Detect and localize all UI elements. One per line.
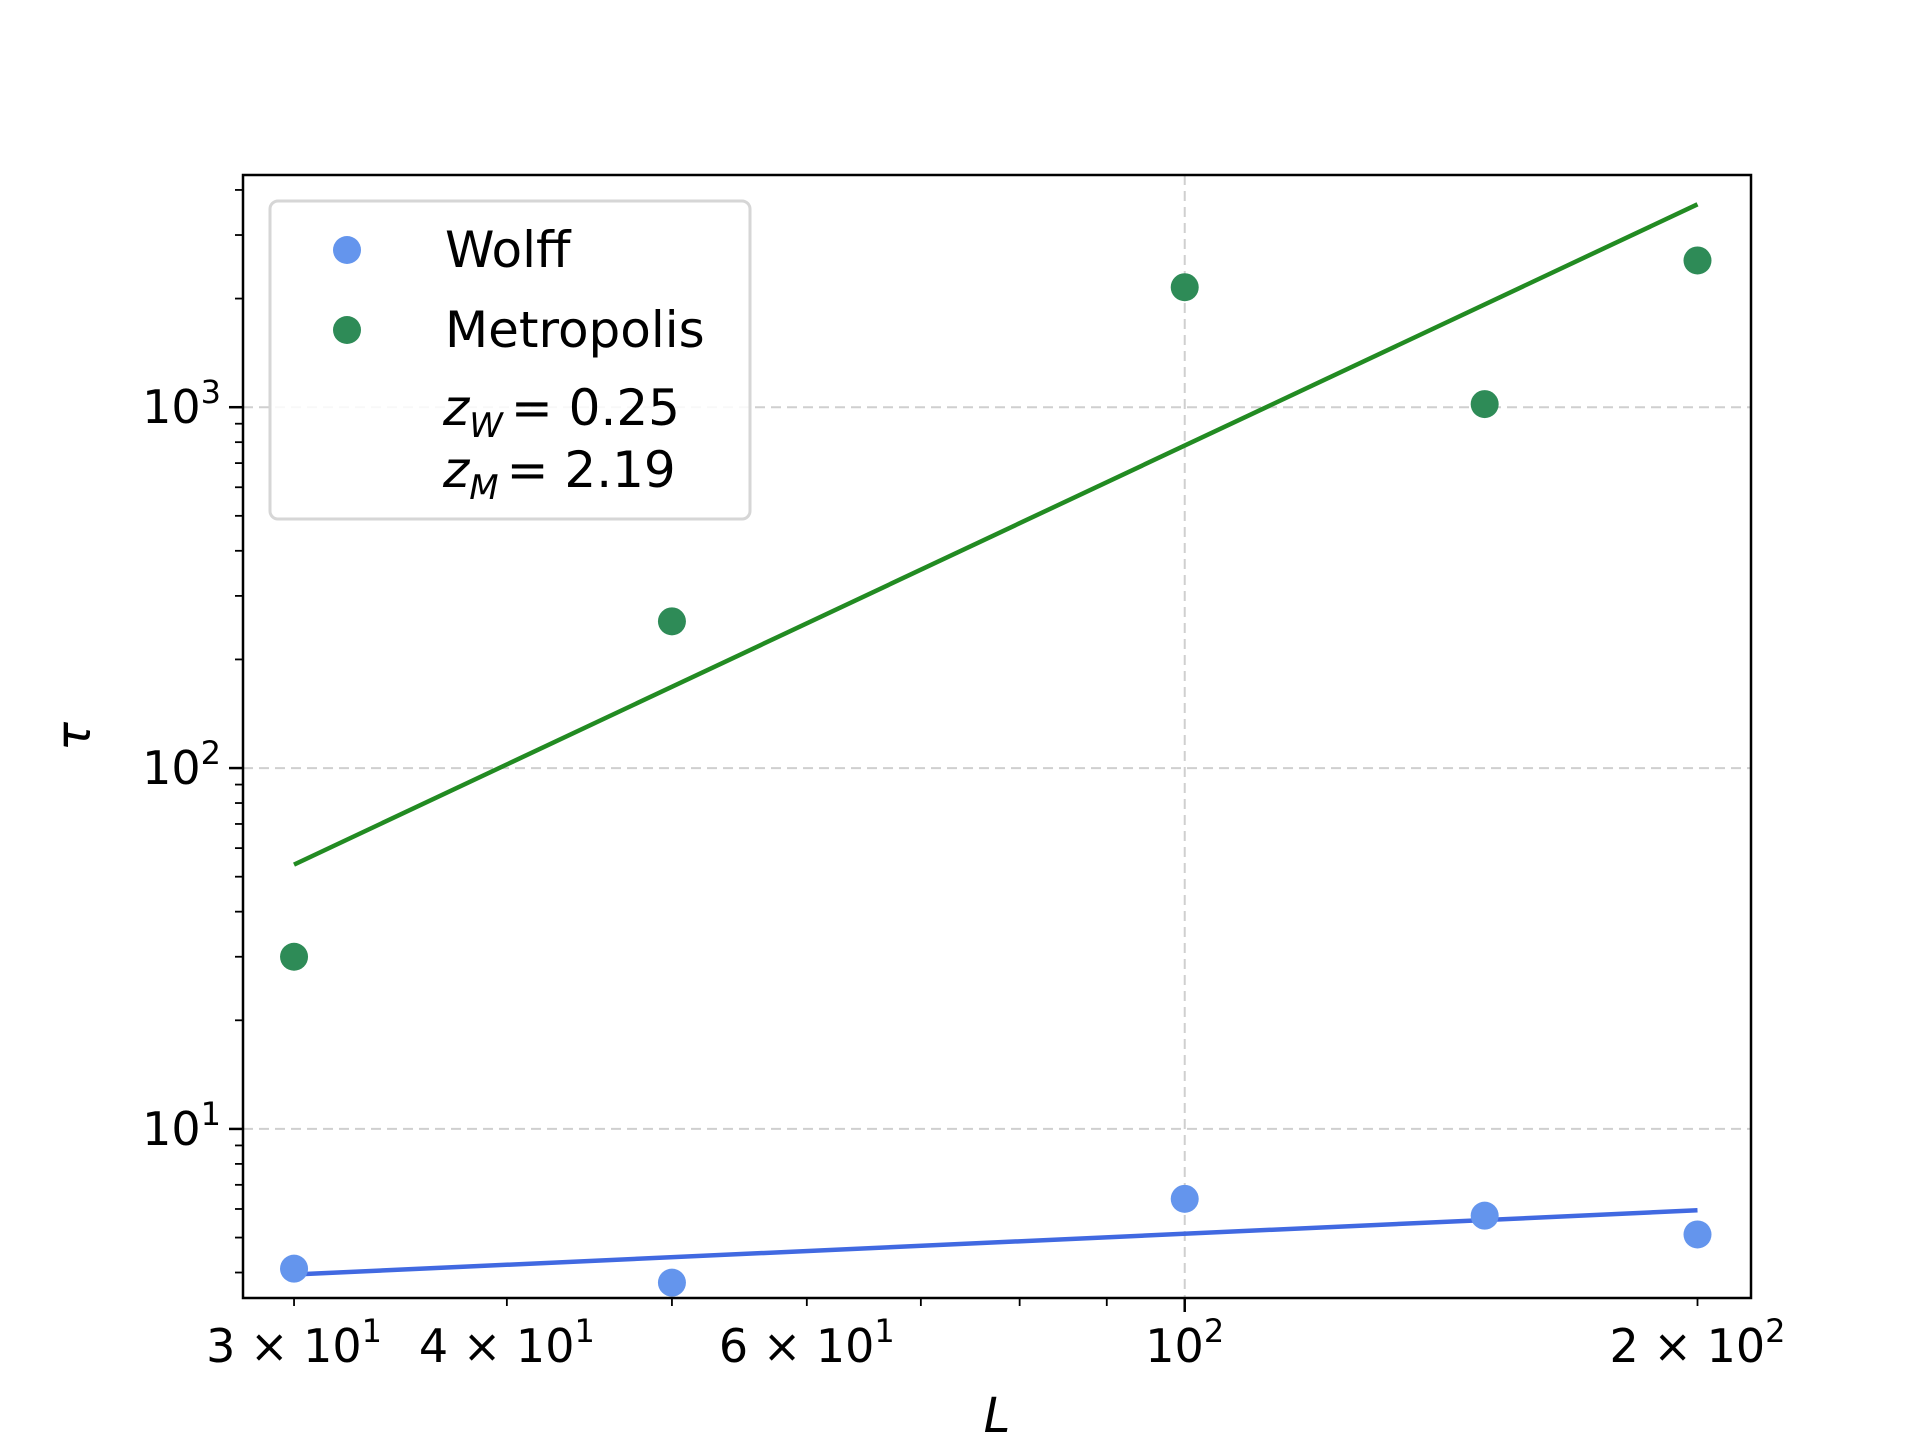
x-tick-label: 3 × 101 (206, 1312, 382, 1373)
wolff-point (280, 1254, 309, 1283)
legend-annotation: zM = 2.19 (442, 441, 676, 508)
legend-marker (333, 316, 361, 344)
y-tick-label: 101 (142, 1095, 221, 1156)
annotation-subscript: M (469, 468, 498, 508)
y-tick-label-mantissa: 10 (142, 1102, 201, 1156)
x-tick-label-exponent: 2 (1204, 1312, 1224, 1350)
x-tick-label-mantissa: 2 × 10 (1610, 1319, 1766, 1373)
metropolis-point (657, 607, 686, 636)
y-tick-label: 103 (142, 373, 221, 434)
metropolis-point (1470, 390, 1499, 419)
x-tick-label-mantissa: 4 × 10 (419, 1319, 575, 1373)
annotation-subscript: W (469, 406, 504, 446)
legend-annotation: zW = 0.25 (442, 379, 680, 446)
x-tick-label-exponent: 2 (1765, 1312, 1785, 1350)
fit-line (293, 1208, 1698, 1277)
wolff-point (1470, 1201, 1499, 1230)
grid (243, 175, 1751, 1298)
x-tick-label-mantissa: 6 × 10 (719, 1319, 875, 1373)
y-axis-label: τ (46, 721, 102, 751)
y-tick-label-mantissa: 10 (142, 741, 201, 795)
x-tick-label-mantissa: 10 (1145, 1319, 1204, 1373)
x-tick-label-exponent: 1 (574, 1312, 594, 1350)
annotation-value: = 0.25 (511, 379, 680, 437)
x-tick-label-exponent: 1 (874, 1312, 894, 1350)
fit-line (293, 202, 1699, 867)
x-tick-label: 2 × 102 (1610, 1312, 1786, 1373)
wolff-point (657, 1268, 686, 1297)
legend-label: Metropolis (445, 301, 705, 359)
fit-lines (293, 202, 1699, 1277)
x-axis-label: L (984, 1388, 1011, 1440)
x-tick-label: 4 × 101 (419, 1312, 595, 1373)
y-tick-label-exponent: 1 (201, 1095, 221, 1133)
x-tick-label-exponent: 1 (362, 1312, 382, 1350)
wolff-point (1170, 1184, 1199, 1213)
annotation-symbol: z (442, 379, 471, 437)
annotation-symbol: z (442, 441, 471, 499)
y-tick-label: 102 (142, 734, 221, 795)
metropolis-point (1170, 273, 1199, 302)
data-points (280, 246, 1712, 1297)
y-tick-label-exponent: 3 (201, 373, 221, 411)
x-tick-label: 6 × 101 (719, 1312, 895, 1373)
x-tick-label: 102 (1145, 1312, 1224, 1373)
annotation-value: = 2.19 (507, 441, 676, 499)
y-tick-label-exponent: 2 (201, 734, 221, 772)
metropolis-point (280, 942, 309, 971)
legend-box (268, 199, 752, 521)
wolff-point (1683, 1220, 1712, 1249)
legend-label: Wolff (445, 221, 572, 279)
metropolis-point (1683, 246, 1712, 275)
y-tick-label-mantissa: 10 (142, 380, 201, 434)
x-tick-label-mantissa: 3 × 10 (206, 1319, 362, 1373)
plot-area-frame (241, 173, 1753, 1300)
legend-marker (333, 236, 361, 264)
